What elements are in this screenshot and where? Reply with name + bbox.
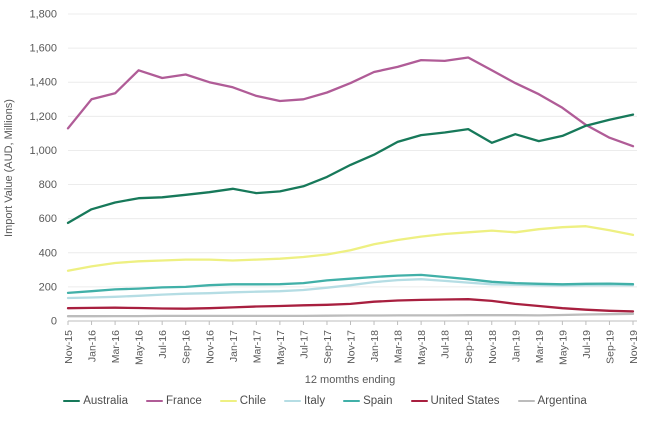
y-tick-label: 1,600 xyxy=(29,43,57,55)
y-tick-label: 1,400 xyxy=(29,77,57,89)
series-line-spain xyxy=(66,273,635,295)
legend-item-spain: Spain xyxy=(343,395,393,407)
x-tick-label: Jul-19 xyxy=(581,330,593,359)
series-line-australia xyxy=(66,113,635,225)
x-tick-label: Nov-15 xyxy=(63,330,75,364)
x-tick-label: Nov-16 xyxy=(204,330,216,364)
legend-swatch xyxy=(219,399,237,403)
x-tick-label: Mar-18 xyxy=(393,330,405,363)
legend-item-united-states: United States xyxy=(410,395,500,407)
x-tick-label: Nov-17 xyxy=(346,330,358,364)
series-line-italy xyxy=(66,278,635,300)
legend-swatch xyxy=(410,399,428,403)
series-line-france xyxy=(66,56,635,148)
legend-label: Argentina xyxy=(537,395,587,407)
y-tick-label: 0 xyxy=(51,316,57,328)
series-line-united-states xyxy=(66,298,635,313)
series-lines xyxy=(66,56,635,318)
x-tick-label: Jul-17 xyxy=(298,330,310,359)
y-tick-label: 1,800 xyxy=(29,9,57,21)
legend-item-italy: Italy xyxy=(283,395,326,407)
series-line-chile xyxy=(66,225,635,272)
legend-label: France xyxy=(165,395,202,407)
legend-item-australia: Australia xyxy=(63,395,128,407)
x-axis-tick-labels: Nov-15 Jan-16 Mar-16 May-16 Jul-16 Sep-16 Nov-… xyxy=(63,321,640,365)
legend-swatch xyxy=(283,399,301,403)
x-tick-label: May-19 xyxy=(557,330,569,365)
legend-item-argentina: Argentina xyxy=(517,395,587,407)
x-tick-label: May-17 xyxy=(275,330,287,365)
legend-swatch xyxy=(145,399,163,403)
x-tick-label: Mar-16 xyxy=(110,330,122,363)
legend-swatch xyxy=(63,399,81,403)
legend-item-france: France xyxy=(145,395,202,407)
x-tick-label: May-18 xyxy=(416,330,428,365)
x-tick-label: Sep-16 xyxy=(181,330,193,364)
legend-label: Spain xyxy=(363,395,393,407)
x-tick-label: May-16 xyxy=(134,330,146,365)
x-tick-label: Jan-17 xyxy=(228,330,240,362)
series-line-argentina xyxy=(66,312,635,318)
x-tick-label: Sep-17 xyxy=(322,330,334,364)
y-axis-tick-labels: 0 200 400 600 800 1,000 1,200 1,400 1,600 1,800 xyxy=(29,9,57,328)
y-tick-label: 1,200 xyxy=(29,111,57,123)
y-axis-title: Import Value (AUD, Millions) xyxy=(3,99,15,237)
y-tick-label: 1,000 xyxy=(29,145,57,157)
y-tick-label: 800 xyxy=(39,179,57,191)
x-tick-label: Sep-18 xyxy=(463,330,475,364)
gridlines xyxy=(68,13,637,322)
legend-swatch xyxy=(517,399,535,403)
y-tick-label: 600 xyxy=(39,213,57,225)
legend-label: Italy xyxy=(303,395,326,407)
x-tick-label: Nov-19 xyxy=(628,330,640,364)
x-tick-label: Jul-18 xyxy=(440,330,452,359)
legend-label: United States xyxy=(430,395,500,407)
x-tick-label: Mar-19 xyxy=(534,330,546,363)
x-axis-title: 12 momths ending xyxy=(305,374,396,386)
legend-label: Australia xyxy=(83,395,128,407)
legend-swatch xyxy=(343,399,361,403)
legend: Australia France Chile Italy Spain United Sta… xyxy=(0,395,650,407)
y-tick-label: 400 xyxy=(39,247,57,259)
x-tick-label: Jan-19 xyxy=(510,330,522,362)
x-tick-label: Jan-16 xyxy=(87,330,99,362)
y-tick-label: 200 xyxy=(39,281,57,293)
plot-area: 0 200 400 600 800 1,000 1,200 1,400 1,600 1,800 N… xyxy=(3,9,640,387)
x-tick-label: Jul-16 xyxy=(157,330,169,359)
x-tick-label: Jan-18 xyxy=(369,330,381,362)
x-tick-label: Sep-19 xyxy=(604,330,616,364)
x-tick-label: Nov-18 xyxy=(487,330,499,364)
legend-label: Chile xyxy=(239,395,266,407)
legend-item-chile: Chile xyxy=(219,395,266,407)
x-tick-label: Mar-17 xyxy=(251,330,263,363)
